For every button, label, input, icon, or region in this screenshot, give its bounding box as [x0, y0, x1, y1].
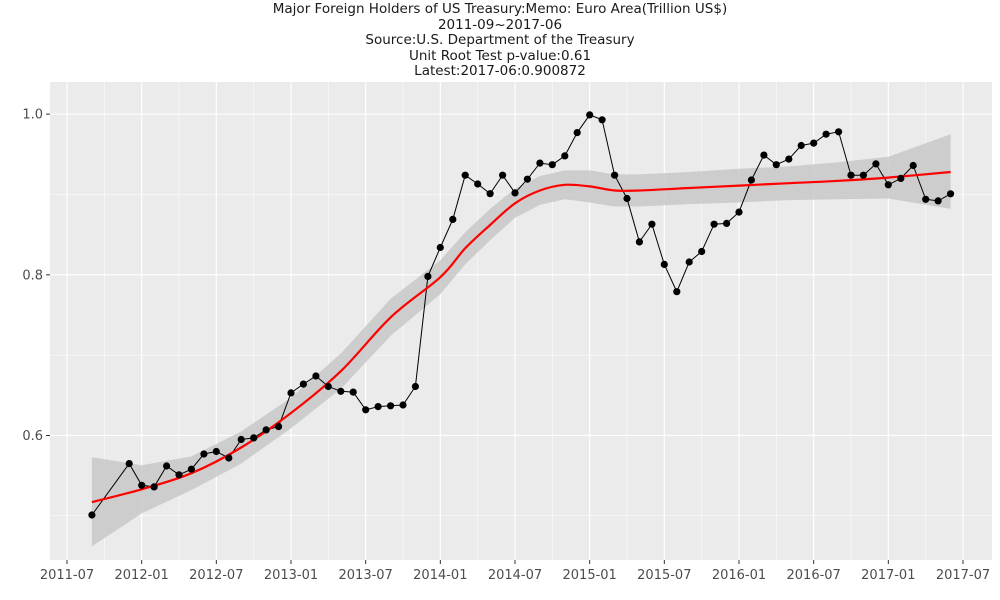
data-point [623, 194, 631, 203]
data-point [573, 129, 581, 137]
data-point [859, 171, 868, 179]
data-point [922, 195, 930, 203]
x-tick-label: 2011-07 [40, 568, 94, 583]
data-point [660, 260, 668, 268]
chart-subtitle-source: Source:U.S. Department of the Treasury [365, 32, 635, 48]
data-point [436, 243, 444, 252]
data-point [175, 471, 183, 479]
data-point [237, 435, 245, 444]
data-point [163, 462, 171, 470]
data-point [287, 389, 295, 397]
x-tick-label: 2013-01 [264, 568, 318, 583]
x-tick-label: 2017-01 [861, 568, 915, 583]
data-point [349, 388, 357, 396]
chart-title-block: Major Foreign Holders of US Treasury:Mem… [0, 1, 1000, 80]
grid-major [50, 82, 992, 560]
y-tick-label: 0.6 [22, 429, 43, 444]
series-points-layer [88, 111, 955, 519]
data-point [648, 220, 656, 228]
data-point [474, 180, 482, 188]
data-point [835, 128, 843, 136]
data-point [523, 175, 532, 183]
axes: 2011-07 2012-01 2012-07 2013-01 2013-07 2014-… [22, 108, 990, 583]
data-point [150, 483, 158, 491]
data-point [125, 460, 133, 468]
data-point [797, 141, 805, 150]
y-tick-label: 1.0 [22, 108, 43, 123]
data-point [760, 151, 768, 159]
x-tick-label: 2015-07 [637, 568, 691, 583]
data-point [374, 403, 382, 411]
data-point [698, 247, 706, 256]
data-point [275, 423, 283, 431]
data-point [710, 220, 718, 228]
data-point [611, 171, 619, 179]
x-tick-label: 2014-07 [488, 568, 542, 583]
data-point [486, 190, 494, 198]
y-tick-label: 0.8 [22, 268, 43, 283]
data-point [909, 161, 917, 170]
data-point [312, 372, 320, 380]
data-point [536, 159, 544, 167]
chart-subtitle-latest: Latest:2017-06:0.900872 [414, 63, 586, 79]
chart-subtitle-range: 2011-09~2017-06 [437, 16, 563, 33]
data-point [561, 152, 569, 160]
x-tick-label: 2012-01 [115, 568, 169, 583]
data-point [635, 238, 644, 246]
data-point [735, 208, 743, 216]
data-point [511, 189, 519, 197]
data-point [200, 450, 208, 458]
x-tick-label: 2014-01 [413, 568, 467, 583]
data-point [586, 111, 594, 119]
data-point [747, 176, 756, 184]
chart-title: Major Foreign Holders of US Treasury:Mem… [272, 1, 728, 17]
data-point [250, 434, 258, 442]
data-point [324, 382, 332, 391]
data-point [461, 171, 469, 179]
data-point [212, 447, 220, 456]
chart-subtitle-unit-root: Unit Root Test p-value:0.61 [408, 47, 592, 64]
data-point [88, 511, 96, 519]
x-tick-label: 2016-07 [787, 568, 841, 583]
data-point [424, 272, 432, 280]
x-tick-label: 2012-07 [189, 568, 243, 583]
data-point [225, 454, 233, 462]
data-point [884, 181, 892, 189]
data-point [499, 171, 507, 179]
data-point [362, 406, 370, 414]
data-point [934, 197, 942, 205]
data-point [449, 215, 457, 223]
data-point [548, 161, 556, 169]
data-point [337, 387, 345, 395]
data-point [847, 171, 855, 179]
data-point [685, 258, 693, 266]
data-point [387, 402, 395, 410]
data-point [785, 155, 793, 163]
data-point [897, 174, 905, 182]
data-point [822, 130, 830, 138]
data-point [138, 481, 146, 489]
data-point [299, 380, 307, 388]
data-point [810, 139, 818, 147]
data-point [872, 160, 880, 168]
x-tick-label: 2017-07 [936, 568, 990, 583]
data-point [673, 288, 681, 296]
data-point [772, 161, 780, 169]
data-point [399, 401, 407, 409]
data-point [598, 116, 606, 124]
data-point [723, 219, 731, 227]
data-point [411, 382, 419, 391]
data-point [947, 190, 955, 198]
x-tick-label: 2013-07 [339, 568, 393, 583]
data-point [187, 465, 195, 473]
data-point [262, 426, 270, 434]
x-tick-label: 2016-01 [712, 568, 766, 583]
x-tick-label: 2015-01 [563, 568, 617, 583]
